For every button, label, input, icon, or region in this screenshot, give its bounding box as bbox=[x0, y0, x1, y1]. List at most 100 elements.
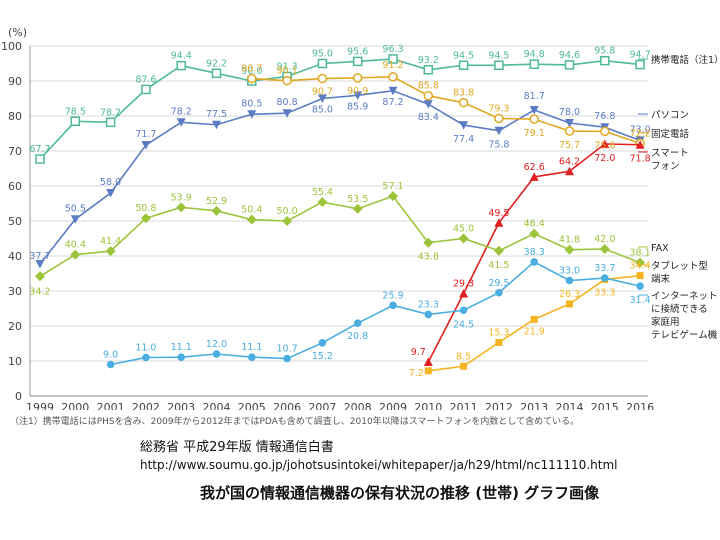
series-line bbox=[39, 89, 641, 265]
data-label: 12.0 bbox=[206, 339, 227, 350]
data-point bbox=[494, 60, 504, 70]
data-point bbox=[600, 55, 610, 66]
data-point bbox=[459, 288, 469, 298]
data-label: 78.5 bbox=[65, 106, 86, 117]
data-point bbox=[458, 60, 469, 70]
data-point bbox=[423, 90, 434, 101]
data-point bbox=[35, 154, 45, 164]
data-point bbox=[635, 140, 645, 149]
x-tick-label: 1999 bbox=[26, 401, 54, 410]
data-label: 71.7 bbox=[135, 129, 156, 140]
data-label: 42.0 bbox=[594, 234, 615, 245]
data-point bbox=[495, 338, 503, 346]
data-label: 94.6 bbox=[559, 50, 580, 61]
data-label: 80.5 bbox=[241, 98, 262, 109]
data-point bbox=[458, 233, 469, 244]
data-labels: 67.7 78.5 78.2 87.6 94.4 92.2 90.0 91.3 95.0 95.6… bbox=[29, 44, 650, 379]
data-label: 34.4 bbox=[630, 261, 651, 272]
data-label: 85.9 bbox=[347, 101, 368, 112]
data-label: 52.9 bbox=[206, 196, 227, 207]
data-point bbox=[106, 189, 116, 198]
x-tick-label: 2015 bbox=[591, 401, 619, 410]
data-point bbox=[460, 362, 468, 370]
data-point bbox=[282, 109, 292, 118]
legend-label: 家庭用 bbox=[651, 316, 680, 328]
series-0 bbox=[35, 54, 645, 164]
data-point bbox=[636, 282, 644, 290]
data-point bbox=[211, 205, 222, 216]
data-point bbox=[529, 228, 540, 239]
x-tick-label: 2012 bbox=[485, 401, 513, 410]
x-axis: 1999 2000 2001 2002 2003 2004 2005 2006 2007 2008… bbox=[26, 395, 654, 410]
data-label: 29.5 bbox=[488, 278, 509, 289]
data-point bbox=[352, 73, 363, 83]
data-label: 87.2 bbox=[382, 97, 403, 108]
y-tick-label: 50 bbox=[8, 215, 22, 228]
data-label: 91.3 bbox=[277, 61, 298, 72]
data-label: 37.7 bbox=[29, 251, 50, 262]
data-label: 96.3 bbox=[382, 44, 403, 55]
data-point bbox=[423, 357, 433, 367]
data-point bbox=[283, 354, 291, 363]
data-label: 41.4 bbox=[100, 236, 121, 247]
x-tick-label: 2001 bbox=[97, 401, 125, 410]
series-3 bbox=[423, 139, 645, 367]
data-point bbox=[317, 94, 327, 103]
data-point bbox=[566, 300, 573, 308]
data-label: 92.2 bbox=[206, 58, 227, 69]
data-point bbox=[106, 360, 115, 369]
x-tick-label: 2002 bbox=[132, 401, 160, 410]
data-point bbox=[635, 59, 645, 70]
data-label: 95.0 bbox=[312, 49, 333, 60]
data-label: 71.8 bbox=[630, 154, 651, 165]
data-label: 50.5 bbox=[65, 203, 86, 214]
data-label: 8.5 bbox=[456, 351, 471, 362]
data-point bbox=[176, 118, 186, 127]
series-line bbox=[39, 195, 641, 277]
data-point bbox=[529, 106, 539, 115]
data-label: 95.8 bbox=[594, 46, 615, 57]
data-label: 81.7 bbox=[524, 91, 545, 102]
data-point bbox=[353, 91, 363, 100]
data-label: 80.8 bbox=[277, 97, 298, 108]
data-point bbox=[247, 110, 257, 119]
series-4 bbox=[35, 191, 646, 282]
data-label: 15.2 bbox=[312, 351, 333, 362]
data-label: 77.5 bbox=[206, 109, 227, 120]
data-point bbox=[600, 139, 610, 148]
data-point bbox=[248, 353, 256, 361]
x-tick-label: 2007 bbox=[308, 401, 336, 410]
data-label: 26.3 bbox=[559, 289, 580, 300]
data-point bbox=[70, 249, 81, 260]
source-text: 総務省 平成29年版 情報通信白書 bbox=[140, 440, 334, 455]
data-point bbox=[177, 353, 185, 361]
legend-label: タブレット型 bbox=[651, 260, 709, 272]
data-label: 62.6 bbox=[524, 162, 545, 173]
data-label: 79.3 bbox=[488, 103, 509, 114]
data-point bbox=[495, 288, 503, 297]
data-label: 11.0 bbox=[135, 343, 156, 354]
data-label: 75.8 bbox=[488, 140, 509, 151]
data-label: 85.8 bbox=[418, 81, 439, 92]
series-group bbox=[35, 54, 646, 375]
legend-label: スマート bbox=[651, 148, 689, 159]
line-chart: 0 10 20 30 40 50 60 70 80 90 100 (%) 1999 2000 2001 2… bbox=[1, 26, 720, 410]
data-label: 79.1 bbox=[524, 128, 545, 139]
data-point bbox=[176, 60, 186, 71]
legend-label: FAX bbox=[651, 243, 669, 254]
data-label: 33.7 bbox=[594, 263, 615, 274]
data-point bbox=[142, 353, 150, 362]
y-tick-label: 100 bbox=[1, 40, 22, 53]
data-label: 83.8 bbox=[453, 88, 474, 99]
series-line bbox=[251, 75, 641, 145]
data-label: 9.7 bbox=[411, 347, 426, 358]
legend-label: 携帯電話（注1） bbox=[651, 54, 720, 66]
data-label: 10.7 bbox=[277, 344, 298, 355]
data-point bbox=[636, 272, 644, 280]
legend-label: に接続できる bbox=[651, 303, 708, 315]
data-label: 50.8 bbox=[135, 203, 156, 214]
data-point bbox=[140, 213, 151, 224]
data-label: 58.0 bbox=[100, 177, 121, 188]
data-point bbox=[530, 258, 538, 266]
data-point bbox=[211, 68, 222, 79]
